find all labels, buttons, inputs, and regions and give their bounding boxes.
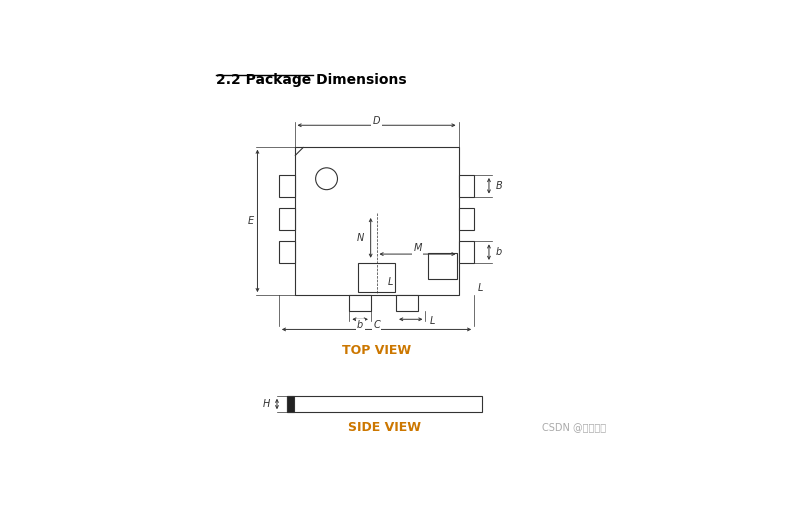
Text: b: b [357,320,363,330]
Text: E: E [247,216,254,226]
Text: D: D [373,116,381,126]
Text: L: L [430,316,436,326]
Text: CSDN @去追远风: CSDN @去追远风 [542,422,607,431]
Text: SIDE VIEW: SIDE VIEW [348,421,421,434]
Text: N: N [356,233,363,243]
Bar [459,208,474,230]
Text: TOP VIEW: TOP VIEW [342,344,411,357]
Bar [279,241,295,263]
Bar [287,396,294,412]
Bar [287,396,482,412]
Bar [295,147,459,295]
Bar [279,208,295,230]
Bar [459,175,474,197]
Bar [428,254,456,279]
Text: L: L [388,277,393,286]
Bar [349,295,371,311]
Text: b: b [496,247,502,257]
Text: H: H [262,399,270,409]
Bar [396,295,418,311]
Text: B: B [496,181,503,191]
Bar [459,241,474,263]
Text: L: L [478,283,482,293]
Bar [358,263,395,292]
Text: M: M [414,243,422,253]
Text: 2.2 Package Dimensions: 2.2 Package Dimensions [217,73,407,87]
Text: C: C [374,320,380,330]
Bar [279,175,295,197]
